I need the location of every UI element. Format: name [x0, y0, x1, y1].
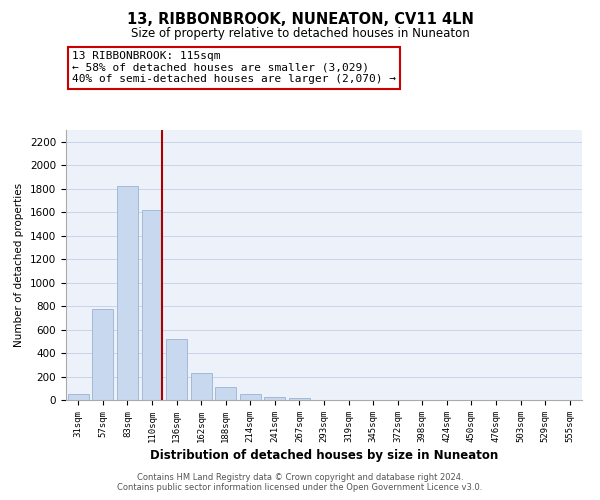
- Bar: [166, 339, 187, 400]
- X-axis label: Distribution of detached houses by size in Nuneaton: Distribution of detached houses by size …: [150, 449, 498, 462]
- Bar: [191, 373, 212, 400]
- Bar: [142, 210, 163, 400]
- Y-axis label: Number of detached properties: Number of detached properties: [14, 183, 25, 347]
- Text: Contains HM Land Registry data © Crown copyright and database right 2024.: Contains HM Land Registry data © Crown c…: [137, 474, 463, 482]
- Bar: [92, 309, 113, 400]
- Bar: [265, 397, 286, 400]
- Bar: [240, 394, 261, 400]
- Text: Size of property relative to detached houses in Nuneaton: Size of property relative to detached ho…: [131, 28, 469, 40]
- Bar: [117, 186, 138, 400]
- Text: 13 RIBBONBROOK: 115sqm
← 58% of detached houses are smaller (3,029)
40% of semi-: 13 RIBBONBROOK: 115sqm ← 58% of detached…: [72, 51, 396, 84]
- Bar: [68, 394, 89, 400]
- Text: Contains public sector information licensed under the Open Government Licence v3: Contains public sector information licen…: [118, 484, 482, 492]
- Text: 13, RIBBONBROOK, NUNEATON, CV11 4LN: 13, RIBBONBROOK, NUNEATON, CV11 4LN: [127, 12, 473, 28]
- Bar: [289, 398, 310, 400]
- Bar: [215, 387, 236, 400]
